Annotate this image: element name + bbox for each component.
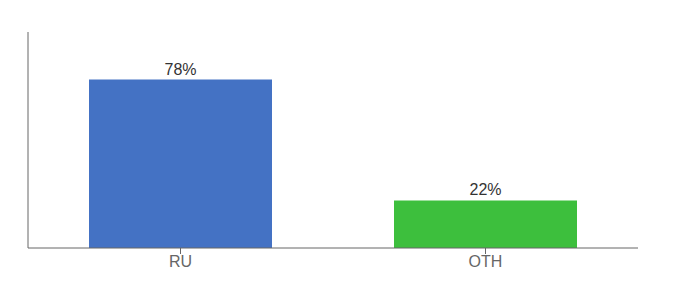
svg-text:22%: 22% [469, 181, 501, 198]
svg-text:OTH: OTH [469, 253, 503, 270]
svg-text:RU: RU [169, 253, 192, 270]
svg-text:78%: 78% [164, 61, 196, 78]
